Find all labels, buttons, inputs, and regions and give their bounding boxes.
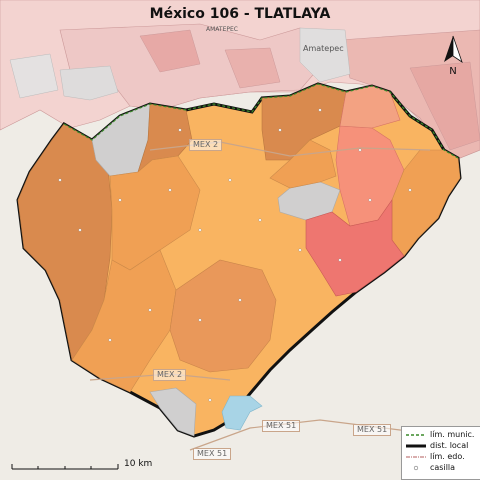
outside-grey-block bbox=[59, 65, 119, 101]
legend-municipal-swatch bbox=[406, 434, 426, 436]
legend-municipal-label: lím. munic. bbox=[430, 430, 475, 439]
outside-pink-block bbox=[224, 47, 281, 89]
scale-bar-label: 10 km bbox=[124, 459, 153, 469]
road-label-mex51-b: MEX 51 bbox=[353, 424, 392, 436]
outside-pink-block bbox=[409, 61, 480, 151]
town-label-amatepec: Amatepec bbox=[303, 44, 344, 53]
legend-item-state: lím. edo. bbox=[406, 452, 480, 462]
section-south-grey bbox=[149, 387, 197, 437]
map-legend: lím. munic. dist. local lím. edo. casill… bbox=[401, 426, 480, 480]
section-center-west bbox=[109, 155, 201, 271]
scale-bar-graphic bbox=[11, 464, 119, 470]
north-arrow-letter: N bbox=[449, 66, 456, 77]
polling-stations bbox=[58, 108, 412, 402]
legend-item-casilla: casilla bbox=[406, 463, 480, 473]
legend-casilla-swatch bbox=[413, 465, 419, 471]
legend-item-district: dist. local bbox=[406, 441, 480, 451]
scale-bar: 10 km bbox=[10, 458, 180, 474]
north-arrow-icon: N bbox=[444, 35, 463, 77]
section-west-dark bbox=[17, 123, 113, 361]
page-title: México 106 - TLATLAYA bbox=[149, 6, 331, 22]
section-southeast-red bbox=[305, 199, 405, 297]
legend-district-swatch bbox=[406, 444, 426, 448]
municipal-limit bbox=[63, 83, 459, 159]
outside-grey-block bbox=[299, 27, 351, 83]
section-center-mid bbox=[269, 139, 337, 189]
road-label-mex51-c: MEX 51 bbox=[193, 448, 232, 460]
legend-district-label: dist. local bbox=[430, 441, 469, 450]
section-south-center bbox=[169, 259, 277, 373]
road-label-mex2-bottom: MEX 2 bbox=[153, 369, 187, 381]
road-label-mex51-a: MEX 51 bbox=[262, 420, 301, 432]
legend-item-municipal: lím. munic. bbox=[406, 430, 480, 440]
outside-grey-block bbox=[9, 53, 59, 99]
reservoir bbox=[221, 395, 263, 431]
legend-state-swatch bbox=[406, 456, 426, 458]
town-label-amatepec-small: AMATEPEC bbox=[206, 26, 238, 33]
legend-state-label: lím. edo. bbox=[430, 452, 465, 461]
outside-pink-block bbox=[139, 29, 201, 73]
road-label-mex2-top: MEX 2 bbox=[189, 139, 223, 151]
legend-casilla-label: casilla bbox=[430, 463, 456, 472]
